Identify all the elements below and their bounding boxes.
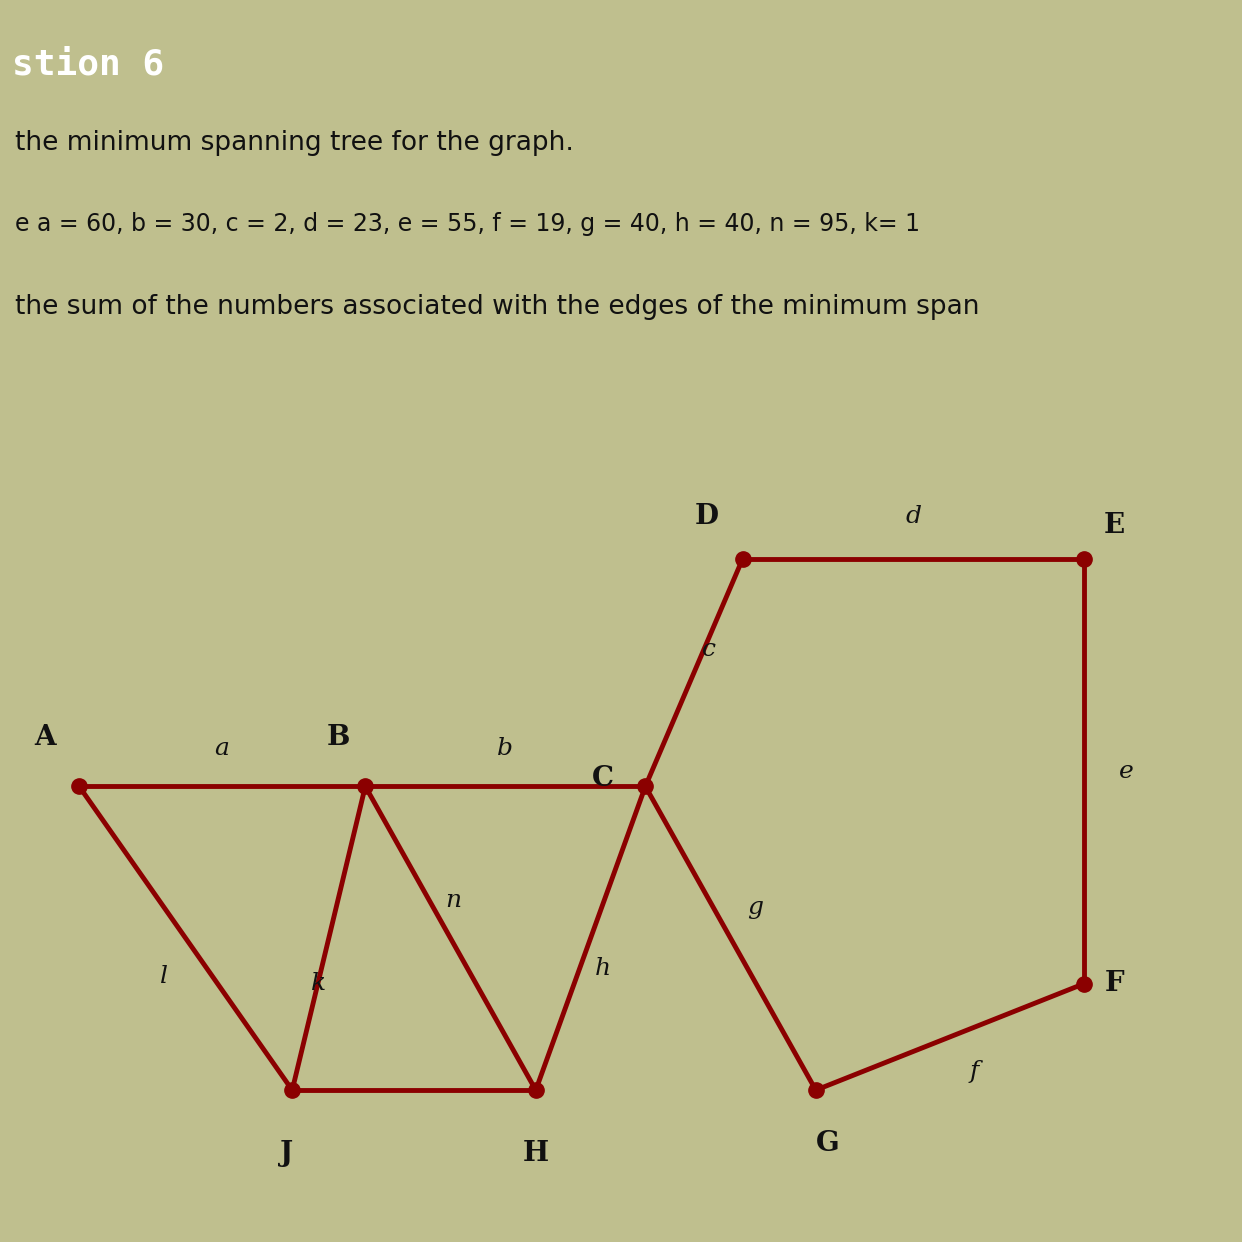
Text: A: A [35,724,56,751]
Text: e: e [1119,760,1134,782]
Text: J: J [279,1140,293,1167]
Text: H: H [523,1140,549,1167]
Text: n: n [445,889,461,912]
Text: c: c [702,638,715,661]
Text: stion 6: stion 6 [12,47,165,82]
Text: E: E [1104,512,1125,539]
Text: C: C [591,765,614,792]
Text: b: b [497,737,513,760]
Text: the minimum spanning tree for the graph.: the minimum spanning tree for the graph. [15,130,574,156]
Text: f: f [970,1061,979,1083]
Text: h: h [595,958,611,980]
Text: l: l [160,965,169,987]
Text: F: F [1104,970,1124,997]
Text: D: D [694,503,718,529]
Text: B: B [327,724,350,751]
Text: G: G [816,1130,840,1156]
Text: k: k [312,972,327,995]
Text: the sum of the numbers associated with the edges of the minimum span: the sum of the numbers associated with t… [15,294,980,320]
Text: g: g [746,897,763,919]
Text: d: d [905,504,922,528]
Text: e a = 60, b = 30, c = 2, d = 23, e = 55, f = 19, g = 40, h = 40, n = 95, k= 1: e a = 60, b = 30, c = 2, d = 23, e = 55,… [15,212,920,236]
Text: a: a [214,737,229,760]
